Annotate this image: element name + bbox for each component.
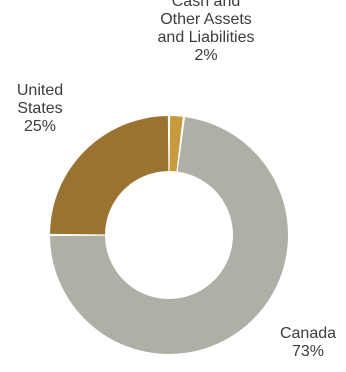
slice-name-line: Cash and (172, 0, 241, 10)
donut-slice-0 (169, 116, 183, 172)
slice-label-1: Canada 73% (280, 325, 336, 360)
slice-label-0: Cash and Other Assets and Liabilities 2% (158, 0, 255, 64)
slice-value-label: 2% (194, 47, 217, 64)
slice-name-line: Canada (280, 325, 336, 342)
donut-slice-2 (50, 116, 169, 235)
slice-value-label: 25% (24, 118, 56, 135)
slice-name-line: States (17, 100, 62, 117)
slice-name-line: and Liabilities (158, 29, 255, 46)
slice-name-line: United (17, 82, 63, 99)
slice-name-line: Other Assets (160, 11, 252, 28)
donut-slice-1 (50, 117, 289, 354)
slice-value-label: 73% (292, 343, 324, 360)
slice-label-2: United States 25% (17, 82, 63, 135)
